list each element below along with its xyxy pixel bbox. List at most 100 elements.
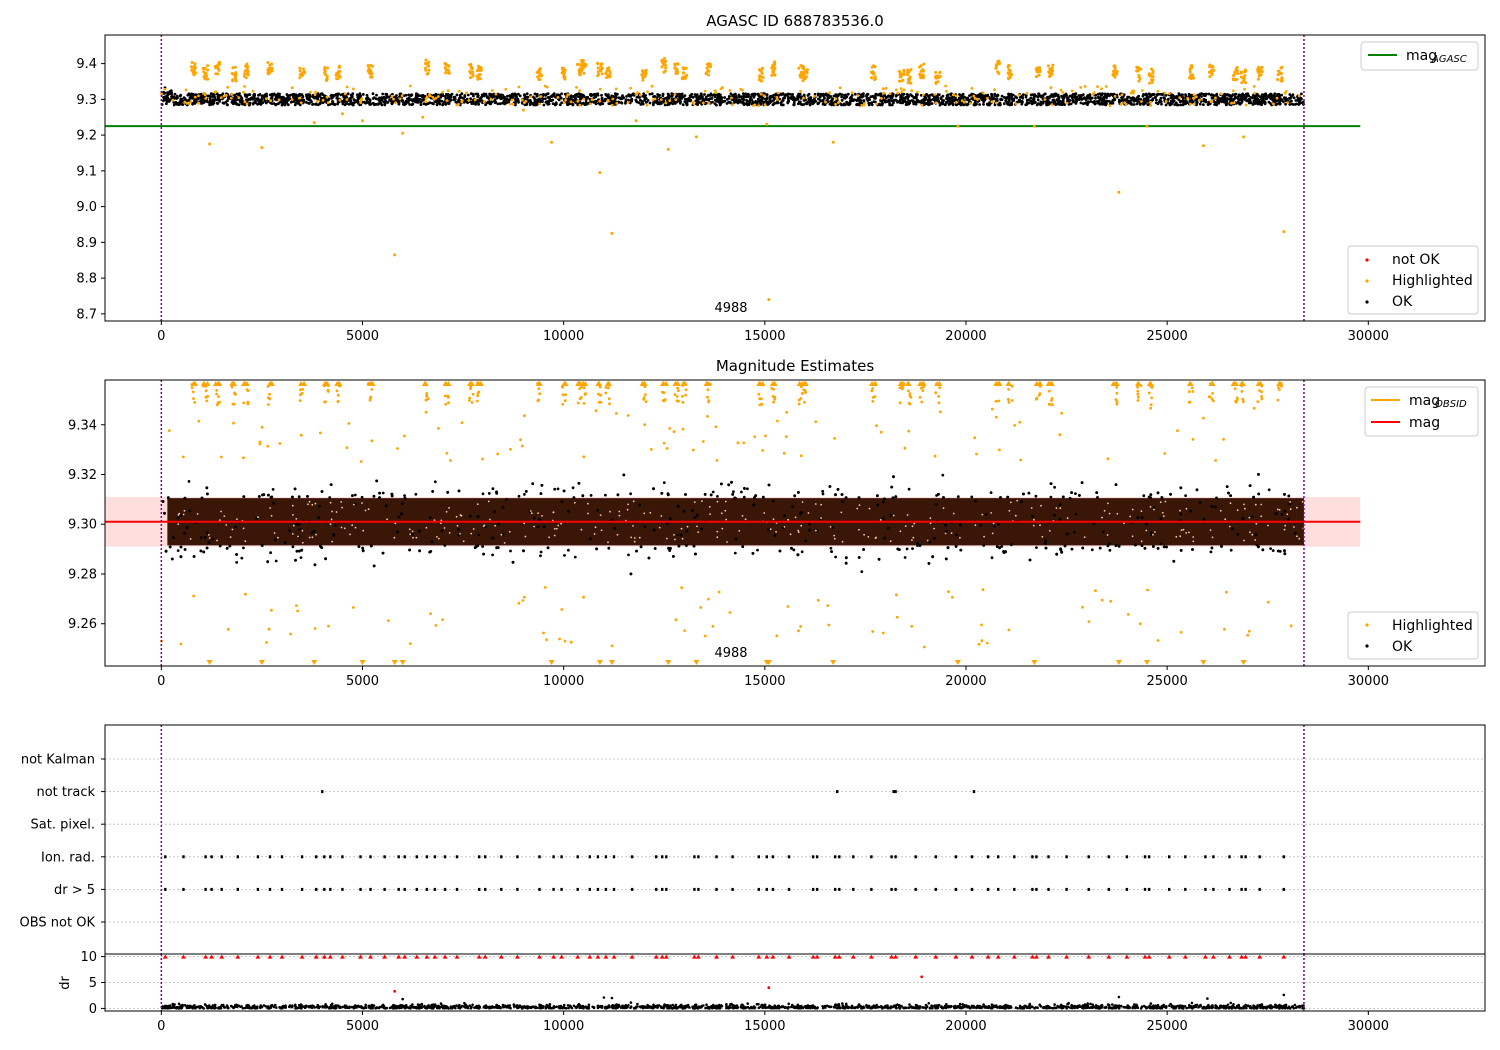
- ok-point: [1226, 93, 1230, 97]
- ok-point: [915, 93, 918, 96]
- ok-point: [762, 100, 766, 104]
- ok-point: [317, 516, 321, 520]
- highlighted-point: [476, 77, 480, 81]
- ok-point: [1280, 512, 1284, 516]
- ok-point: [829, 546, 833, 550]
- ok-point: [210, 92, 214, 96]
- ok-point: [577, 481, 581, 485]
- ok-point: [1057, 96, 1061, 100]
- ok-point: [897, 548, 901, 551]
- highlighted-point: [1048, 75, 1051, 78]
- ok-point: [1189, 509, 1193, 513]
- highlighted-point: [562, 72, 566, 76]
- ok-point: [390, 494, 394, 498]
- ok-point: [653, 547, 657, 550]
- ok-point: [610, 101, 614, 104]
- ok-point: [1058, 517, 1062, 521]
- highlighted-point: [424, 68, 428, 72]
- highlighted-point: [641, 73, 645, 77]
- highlighted-point: [425, 72, 429, 76]
- highlighted-point: [201, 67, 205, 71]
- highlighted-point: [1190, 75, 1194, 79]
- ok-point: [267, 493, 270, 497]
- highlighted-point: [910, 89, 914, 93]
- highlighted-point: [424, 58, 428, 62]
- ok-point: [745, 102, 748, 105]
- highlighted-point: [1123, 101, 1126, 105]
- ok-point: [213, 96, 217, 99]
- highlighted-point: [400, 94, 404, 98]
- ok-point: [1146, 98, 1149, 101]
- ok-point: [1107, 99, 1111, 103]
- highlighted-point: [641, 69, 645, 73]
- ok-point: [1288, 502, 1292, 506]
- ok-point: [982, 103, 985, 106]
- ok-point: [450, 92, 454, 96]
- ok-point: [731, 94, 734, 97]
- highlighted-point: [600, 67, 604, 71]
- ok-point: [542, 103, 546, 107]
- ok-point: [860, 570, 864, 574]
- ok-point: [684, 493, 687, 496]
- ok-point: [1079, 101, 1083, 105]
- ok-point: [734, 537, 738, 541]
- ok-point: [1142, 102, 1145, 106]
- highlighted-point: [431, 95, 435, 99]
- ok-point: [199, 92, 203, 96]
- ok-point: [1283, 493, 1286, 496]
- ok-point: [734, 92, 737, 96]
- highlighted-point: [470, 67, 473, 71]
- highlighted-point: [918, 72, 922, 76]
- ok-point: [884, 96, 888, 100]
- ok-point: [1041, 94, 1045, 98]
- ok-point: [1068, 99, 1072, 102]
- ok-point: [916, 544, 919, 547]
- highlighted-point: [1148, 74, 1152, 78]
- ok-point: [300, 548, 304, 552]
- highlighted-point: [189, 100, 193, 103]
- ok-point: [533, 92, 537, 96]
- ok-point: [742, 92, 745, 96]
- ok-point: [523, 103, 527, 107]
- highlighted-point: [834, 97, 838, 101]
- ok-point: [1264, 97, 1268, 100]
- ok-point: [329, 483, 333, 486]
- ok-point: [266, 560, 270, 564]
- ok-point: [288, 529, 291, 533]
- x-tick-label: 10000: [543, 329, 584, 344]
- ok-point: [403, 494, 406, 497]
- ok-point: [497, 522, 500, 526]
- ok-point: [491, 536, 495, 540]
- ok-point: [408, 98, 411, 102]
- ok-point: [1188, 99, 1192, 103]
- highlighted-point: [680, 77, 684, 81]
- ok-point: [458, 93, 462, 97]
- ok-point: [397, 102, 401, 106]
- legend-label: OK: [1392, 294, 1413, 310]
- highlighted-point: [1035, 70, 1039, 74]
- highlighted-point: [1149, 78, 1153, 82]
- ok-point: [796, 553, 800, 557]
- highlighted-point: [545, 85, 549, 89]
- ok-point: [718, 103, 722, 107]
- ok-point: [891, 496, 895, 500]
- ok-point: [1114, 544, 1118, 547]
- ok-point: [927, 562, 931, 565]
- highlighted-point: [1275, 96, 1279, 100]
- ok-point: [551, 102, 555, 105]
- ok-point: [532, 103, 536, 107]
- ok-point: [498, 102, 502, 106]
- ok-point: [474, 545, 478, 548]
- ok-point: [889, 513, 892, 517]
- ok-point: [1236, 533, 1240, 536]
- highlighted-point: [898, 75, 902, 79]
- highlighted-point: [1286, 101, 1290, 105]
- ok-point: [1136, 516, 1140, 519]
- ok-point: [1020, 102, 1024, 106]
- ok-point: [171, 95, 175, 99]
- highlighted-point: [467, 99, 471, 102]
- highlighted-point: [760, 71, 764, 75]
- ok-point: [1002, 102, 1006, 106]
- highlighted-point: [969, 102, 972, 105]
- ok-point: [544, 97, 547, 101]
